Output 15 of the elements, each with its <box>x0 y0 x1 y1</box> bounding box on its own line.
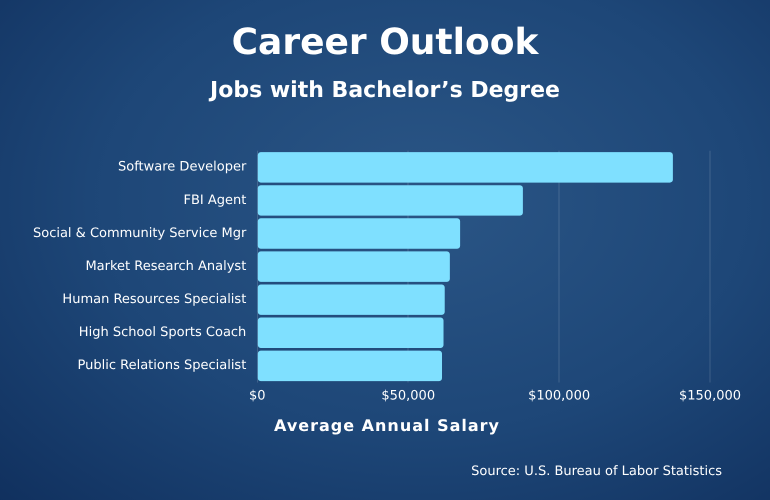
y-tick-label: Public Relations Specialist <box>78 358 246 374</box>
y-tick-label: Market Research Analyst <box>85 258 246 274</box>
x-tick-label: $0 <box>249 388 266 404</box>
x-tick-label: $50,000 <box>381 388 436 404</box>
chart-subtitle: Jobs with Bachelor’s Degree <box>208 78 561 103</box>
chart-title: Career Outlook <box>230 22 540 63</box>
y-tick-label: Software Developer <box>118 160 247 175</box>
y-tick-label: Human Resources Specialist <box>62 292 246 308</box>
y-tick-label: High School Sports Coach <box>78 325 246 340</box>
x-tick-label: $150,000 <box>678 388 742 404</box>
source-note: Source: U.S. Bureau of Labor Statistics <box>471 464 722 479</box>
x-axis-title: Average Annual Salary <box>273 416 501 435</box>
y-tick-label: FBI Agent <box>183 192 246 208</box>
x-tick-label: $100,000 <box>528 388 590 404</box>
y-tick-label: Social & Community Service Mgr <box>32 226 247 241</box>
